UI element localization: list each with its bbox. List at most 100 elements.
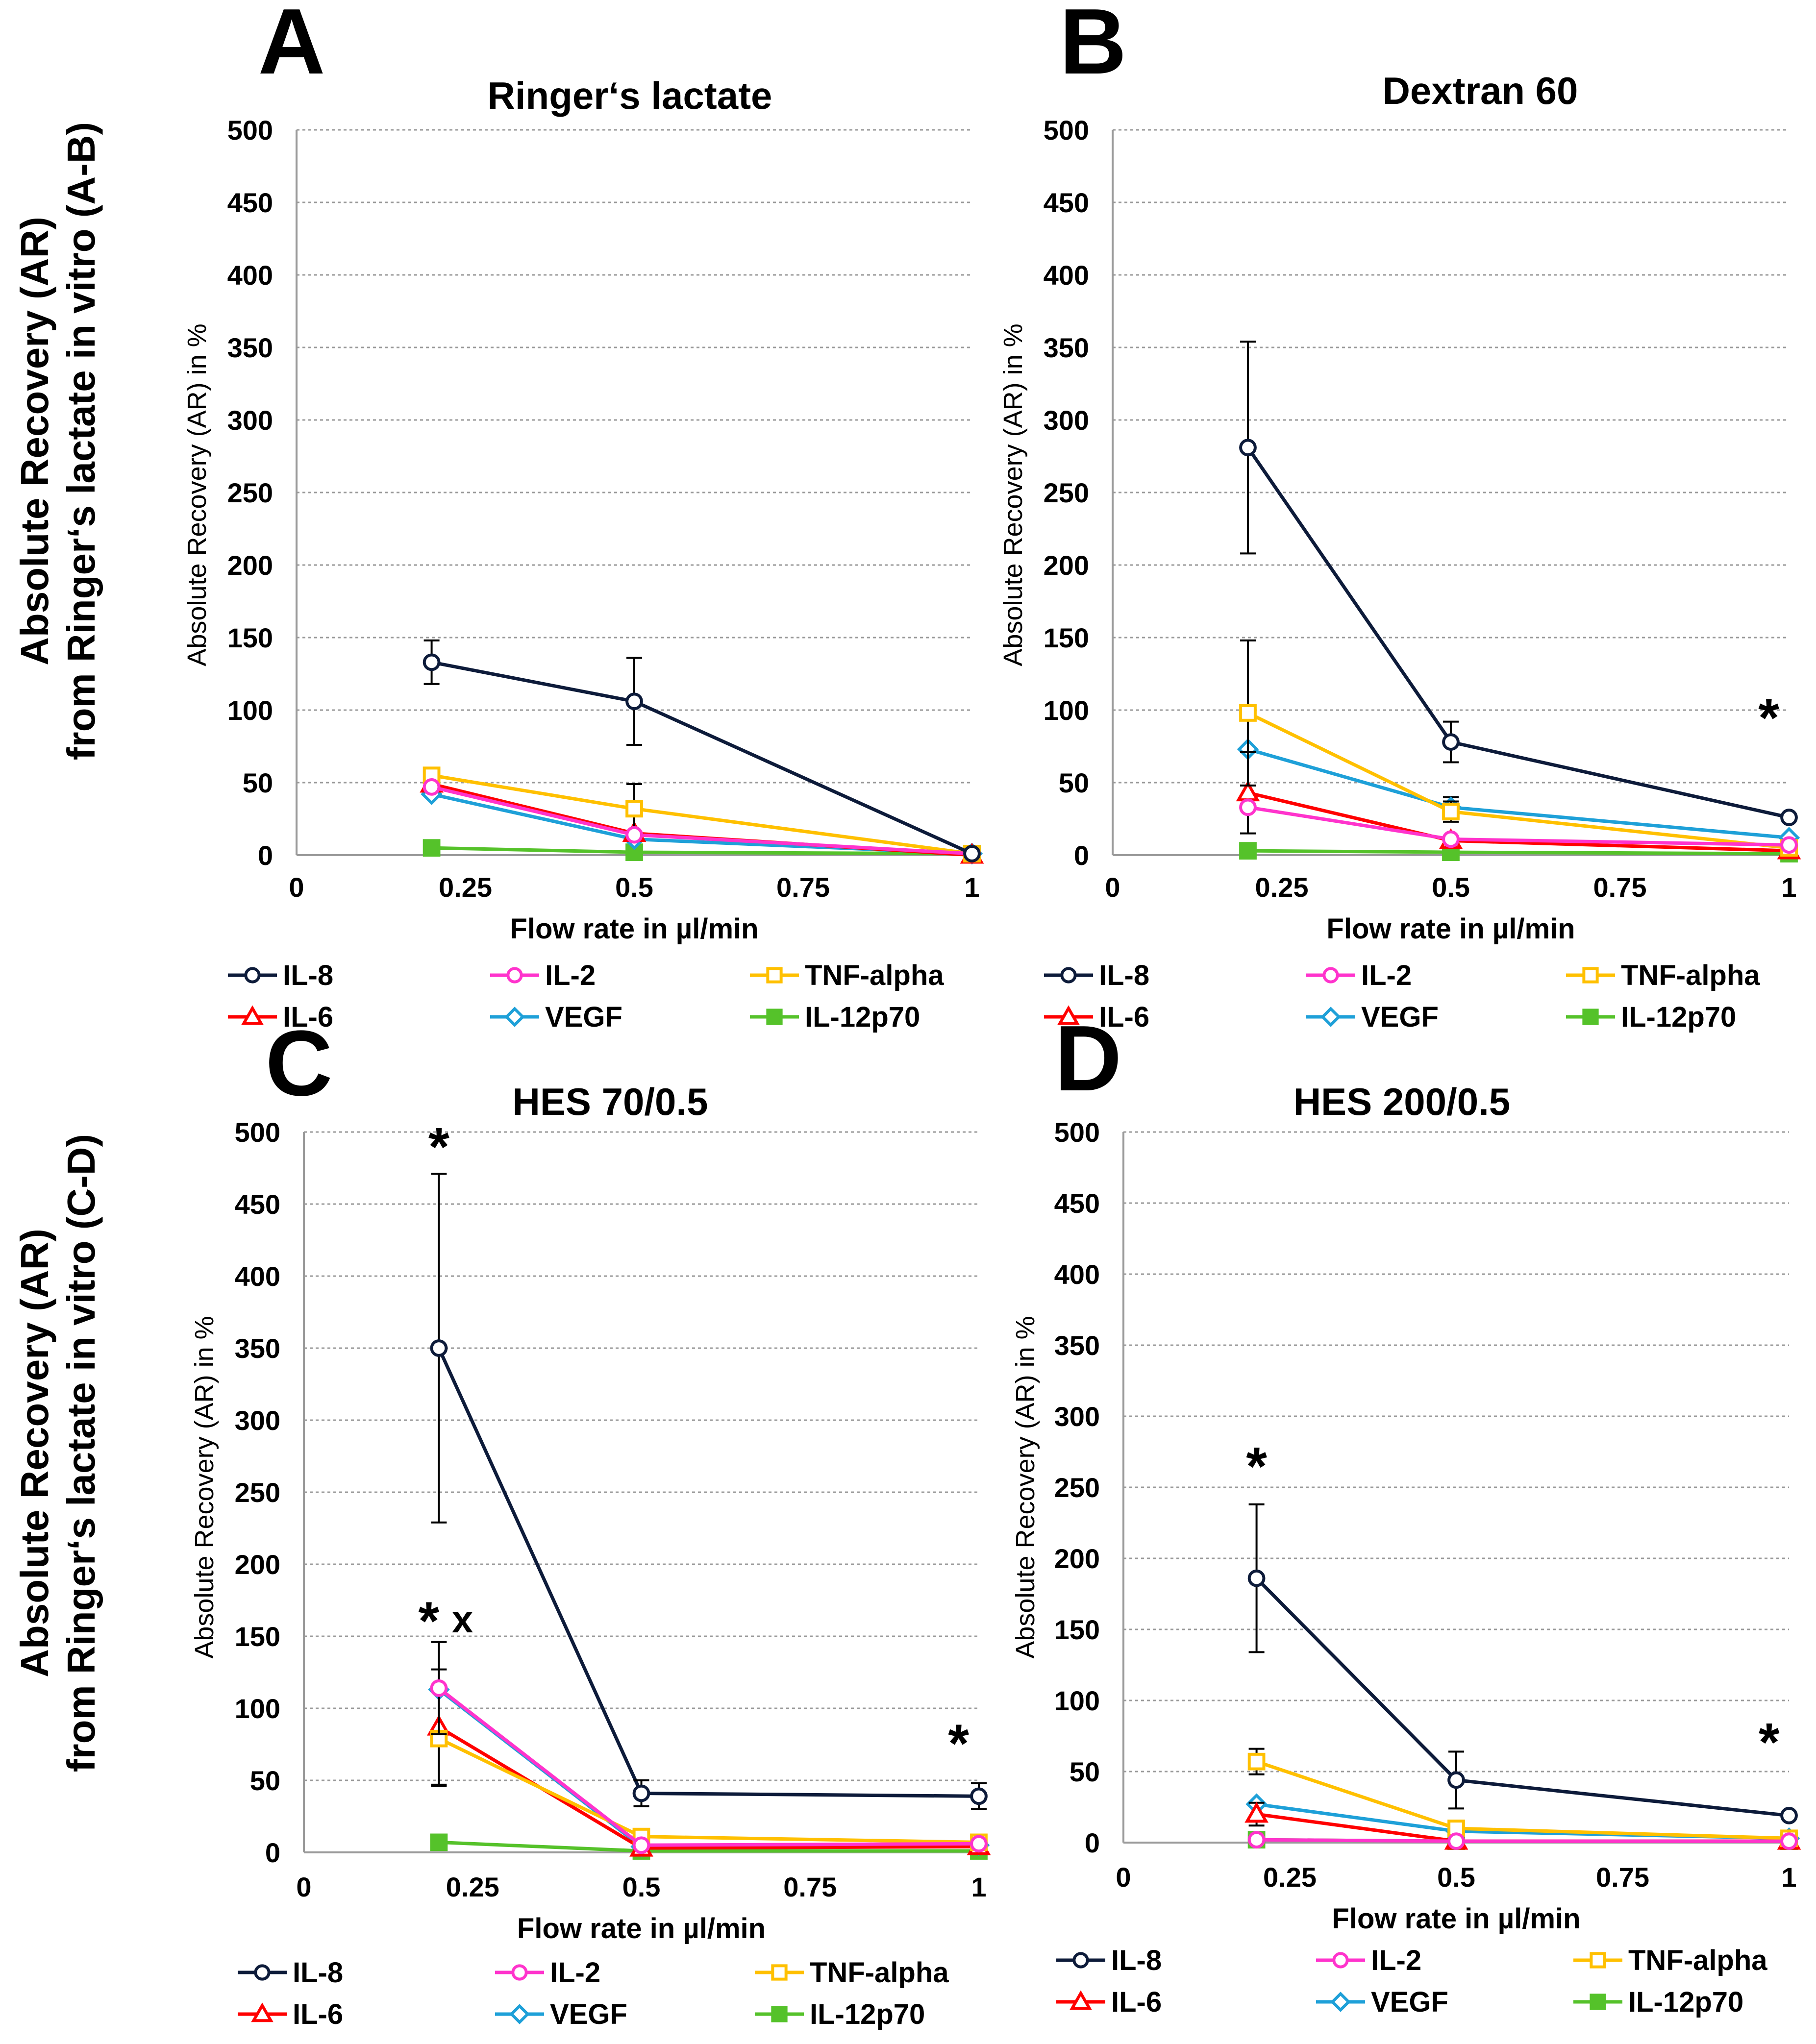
x-tick-label: 0.25	[1255, 872, 1309, 903]
y-tick-label: 500	[227, 115, 273, 146]
series-il-8	[423, 639, 981, 862]
row-label-top-line1: Absolute Recovery (AR)	[13, 217, 56, 665]
data-point-il-8	[963, 845, 981, 862]
data-point-il-8	[423, 653, 441, 671]
data-point-il-8	[625, 692, 643, 711]
legend-label: IL-2	[550, 1957, 600, 1989]
data-point-il-2	[430, 1679, 448, 1697]
legend-item-il-6: IL-6	[1044, 1001, 1149, 1033]
data-point-tnf-alpha	[1442, 803, 1460, 821]
legend-swatch-marker	[251, 2002, 274, 2022]
y-tick-label: 450	[1054, 1188, 1100, 1219]
data-point-il-12p70	[1239, 842, 1257, 860]
y-tick-label: 400	[1054, 1259, 1100, 1290]
data-point-il-2	[423, 778, 441, 796]
y-tick-label: 200	[1044, 550, 1089, 581]
legend-label: TNF-alpha	[1628, 1945, 1767, 1976]
legend-swatch-marker	[1057, 1005, 1080, 1025]
y-tick-label: 100	[235, 1693, 280, 1724]
x-axis-label: Flow rate in µl/min	[517, 1913, 766, 1945]
legend-item-il-6: IL-6	[238, 1998, 343, 2030]
y-tick-label: 300	[1054, 1401, 1100, 1432]
x-tick-label: 1	[1781, 1862, 1796, 1893]
legend-item-il-6: IL-6	[1056, 1986, 1162, 2018]
x-tick-label: 0	[296, 1872, 311, 1902]
legend-item-vegf: VEGF	[1306, 1001, 1439, 1033]
legend-label: IL-2	[1371, 1945, 1421, 1976]
legend-swatch-marker	[1070, 1990, 1092, 2010]
y-tick-label: 50	[1070, 1756, 1100, 1787]
chart-title: HES 200/0.5	[1294, 1080, 1510, 1123]
y-tick-label: 0	[258, 840, 273, 871]
panel-d: D HES 200/0.5 0 50 100 150 200 250 300 350 400 450 5…	[1011, 1007, 1801, 2018]
y-tick-label: 300	[235, 1405, 280, 1436]
y-tick-label: 500	[1054, 1117, 1100, 1148]
legend-item-tnf-alpha: TNF-alpha	[750, 960, 944, 991]
legend-swatch-marker	[1330, 1992, 1351, 2012]
x-tick-label: 1	[971, 1872, 986, 1902]
row-label-top-line2: from Ringer‘s lactate in vitro (A-B)	[59, 122, 103, 760]
legend-label: IL-12p70	[805, 1001, 920, 1033]
x-tick-label: 0	[1116, 1862, 1131, 1893]
data-point-il-2	[1239, 798, 1257, 816]
y-axis-label: Absolute Recovery (AR) in %	[1011, 1316, 1040, 1658]
y-tick-label: 0	[1074, 840, 1089, 871]
legend: IL-8 IL-2 TNF-alpha IL-6 VEGF IL-12p70	[228, 960, 944, 1033]
x-axis-label: Flow rate in µl/min	[510, 913, 758, 945]
row-label-bottom: Absolute Recovery (AR) from Ringer‘s lac…	[13, 1134, 103, 1772]
legend-swatch-marker	[1582, 1009, 1599, 1025]
x-tick-label: 0.25	[1263, 1862, 1317, 1893]
x-tick-label: 1	[1781, 872, 1796, 903]
y-tick-label: 50	[250, 1765, 280, 1796]
legend-swatch-marker	[244, 967, 261, 984]
annotation-marker: *	[418, 1591, 439, 1651]
legend-item-il-12p70: IL-12p70	[750, 1001, 920, 1033]
y-tick-label: 0	[1085, 1827, 1100, 1858]
panel-a: A Ringer‘s lactate 0 50 100 150 200 250 300 350 40…	[182, 0, 984, 1033]
legend-swatch-marker	[1582, 967, 1599, 984]
legend-item-il-8: IL-8	[1044, 960, 1149, 991]
data-point-il-8	[430, 1339, 448, 1357]
data-point-il-8	[1780, 1807, 1798, 1824]
legend-item-il-2: IL-2	[495, 1957, 600, 1989]
x-axis-label: Flow rate in µl/min	[1332, 1903, 1580, 1935]
y-tick-label: 150	[235, 1621, 280, 1652]
data-point-il-8	[1239, 439, 1257, 457]
y-tick-label: 50	[1059, 767, 1089, 798]
data-point-il-8	[1780, 809, 1798, 826]
data-point-il-8	[1247, 1569, 1266, 1587]
legend-item-il-2: IL-2	[1306, 960, 1412, 991]
data-point-il-2	[625, 826, 643, 844]
x-tick-label: 0.75	[776, 872, 830, 903]
y-tick-label: 200	[227, 550, 273, 581]
y-tick-label: 400	[235, 1261, 280, 1292]
x-tick-label: 0	[1105, 872, 1120, 903]
legend-swatch-marker	[506, 967, 523, 984]
x-tick-label: 0	[289, 872, 304, 903]
legend: IL-8 IL-2 TNF-alpha IL-6 VEGF IL-12p70	[1044, 960, 1760, 1033]
data-point-il-8	[632, 1784, 650, 1802]
y-tick-label: 450	[227, 187, 273, 218]
series-il-8	[1247, 1503, 1798, 1824]
x-tick-label: 0.5	[1437, 1862, 1475, 1893]
data-point-il-2	[1442, 830, 1460, 848]
y-tick-label: 150	[1044, 622, 1089, 653]
legend-swatch-marker	[766, 967, 783, 984]
series-il-2	[430, 1641, 988, 1854]
legend-label: IL-6	[1099, 1001, 1149, 1033]
legend-swatch-marker	[1320, 1007, 1341, 1027]
y-tick-label: 450	[235, 1189, 280, 1220]
chart-title: HES 70/0.5	[513, 1080, 708, 1123]
legend-item-vegf: VEGF	[495, 1998, 627, 2030]
y-tick-label: 250	[1044, 477, 1089, 508]
legend-swatch-marker	[254, 1964, 271, 1981]
series-il-8	[1239, 341, 1798, 826]
data-point-il-8	[1442, 733, 1460, 751]
legend-label: VEGF	[1371, 1986, 1448, 2018]
data-point-il-12p70	[430, 1833, 448, 1851]
y-axis-label: Absolute Recovery (AR) in %	[182, 323, 212, 666]
x-tick-label: 0.5	[622, 1872, 661, 1902]
y-tick-label: 250	[235, 1477, 280, 1508]
series-il-2	[1239, 798, 1798, 854]
y-tick-label: 300	[1044, 405, 1089, 436]
